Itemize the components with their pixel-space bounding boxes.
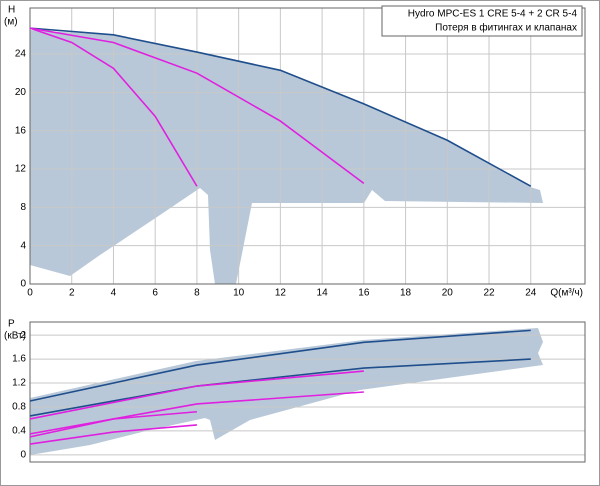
x-tick-label: 6 xyxy=(152,288,158,299)
y-tick-label: 0 xyxy=(20,449,26,460)
legend-box xyxy=(381,5,583,37)
x-axis-label: Q(м³/ч) xyxy=(550,288,583,299)
x-tick-label: 16 xyxy=(358,288,370,299)
x-tick-label: 20 xyxy=(442,288,454,299)
chart-title: Hydro MPC-ES 1 CRE 5-4 + 2 CR 5-4 xyxy=(408,9,578,20)
operating-area xyxy=(30,30,543,284)
x-tick-label: 0 xyxy=(27,288,33,299)
y-tick-label: 8 xyxy=(20,202,26,213)
x-tick-label: 22 xyxy=(483,288,495,299)
y-tick-label: 4 xyxy=(20,240,26,251)
curve xyxy=(29,391,364,435)
x-tick-label: 14 xyxy=(317,288,329,299)
x-tick-label: 24 xyxy=(525,288,537,299)
plot-frame xyxy=(29,321,586,463)
x-tick-label: 12 xyxy=(275,288,287,299)
x-tick-label: 8 xyxy=(194,288,200,299)
plot-frame xyxy=(29,7,586,285)
y-tick-label: 12 xyxy=(15,164,27,175)
y-axis-label: H xyxy=(8,5,15,16)
y-axis-unit: (кВт) xyxy=(4,331,26,342)
curve xyxy=(29,329,531,402)
y-axis-unit: (м) xyxy=(4,17,18,28)
y-tick-label: 24 xyxy=(15,49,27,60)
curve xyxy=(29,410,197,438)
operating-area xyxy=(30,328,543,455)
y-tick-label: 1.2 xyxy=(12,378,26,389)
curve xyxy=(29,358,531,417)
curve xyxy=(29,27,198,187)
x-tick-label: 18 xyxy=(400,288,412,299)
y-tick-label: 16 xyxy=(15,125,27,136)
x-tick-label: 10 xyxy=(233,288,245,299)
curve xyxy=(29,424,197,445)
x-tick-label: 4 xyxy=(111,288,117,299)
y-tick-label: 0.4 xyxy=(12,426,26,437)
y-tick-label: 0.8 xyxy=(12,402,26,413)
y-axis-label: P xyxy=(8,319,15,330)
curve xyxy=(29,27,532,187)
curve xyxy=(29,370,364,420)
y-tick-label: 2 xyxy=(20,330,26,341)
curve xyxy=(29,27,365,185)
y-tick-label: 1.6 xyxy=(12,354,26,365)
y-tick-label: 0 xyxy=(20,279,26,290)
y-tick-label: 20 xyxy=(15,87,27,98)
x-tick-label: 2 xyxy=(69,288,75,299)
annotation: Потеря в фитингах и клапанах xyxy=(435,22,577,34)
